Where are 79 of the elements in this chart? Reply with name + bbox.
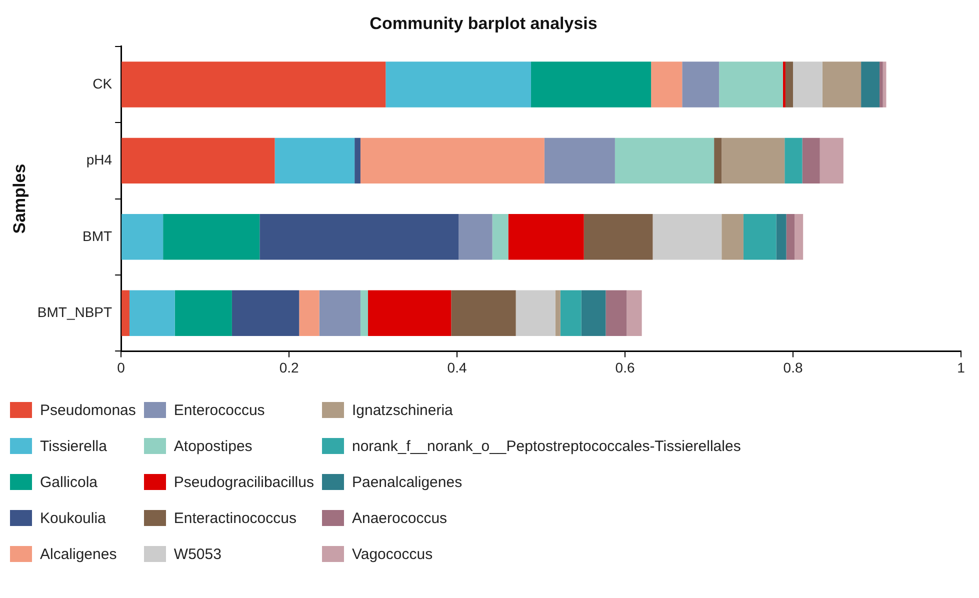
bar — [626, 290, 642, 336]
x-tick-label: 0.4 — [447, 359, 467, 376]
bar — [782, 62, 786, 108]
bar — [122, 214, 164, 260]
legend-label: Pseudomonas — [40, 402, 136, 418]
bar — [129, 290, 175, 336]
bar — [794, 214, 804, 260]
y-tick-label: BMT — [82, 228, 113, 244]
bar — [508, 214, 584, 260]
bar — [722, 138, 785, 184]
bar — [822, 62, 862, 108]
legend-label: Anaerococcus — [352, 510, 448, 526]
bar — [786, 214, 795, 260]
bar — [555, 290, 560, 336]
bar — [861, 62, 880, 108]
bar — [360, 290, 368, 336]
legend-label: Gallicola — [40, 474, 98, 490]
bar — [682, 62, 720, 108]
bar — [719, 62, 783, 108]
legend-label: Enterococcus — [174, 402, 265, 418]
bar — [651, 62, 682, 108]
bar — [163, 214, 260, 260]
bar — [614, 138, 714, 184]
bar — [451, 290, 516, 336]
legend-label: Alcaligenes — [40, 546, 117, 562]
bar — [880, 62, 883, 108]
bar — [820, 138, 844, 184]
bar — [882, 62, 886, 108]
bar — [492, 214, 508, 260]
legend-label: W5053 — [174, 546, 222, 562]
legend-label: Pseudogracilibacillus — [174, 474, 314, 490]
bar — [785, 62, 794, 108]
bar — [544, 138, 615, 184]
bar — [714, 138, 722, 184]
bar — [354, 138, 360, 184]
legend-label: Paenalcaligenes — [352, 474, 462, 490]
bar — [386, 62, 531, 108]
bar — [368, 290, 452, 336]
bar — [260, 214, 459, 260]
bar — [122, 290, 130, 336]
legend-label: Koukoulia — [40, 510, 106, 526]
bar — [516, 290, 556, 336]
legend-label: Vagococcus — [352, 546, 433, 562]
bar — [606, 290, 627, 336]
legend-label: Enteractinococcus — [174, 510, 296, 526]
bar — [319, 290, 360, 336]
bar — [776, 214, 786, 260]
legend-label: Atopostipes — [174, 438, 252, 454]
x-tick-label: 0.8 — [783, 359, 803, 376]
bar — [793, 62, 822, 108]
bar — [360, 138, 544, 184]
bar — [584, 214, 653, 260]
x-tick-label: 0.2 — [279, 359, 299, 376]
bar — [652, 214, 722, 260]
y-tick-label: CK — [92, 75, 113, 92]
bar — [722, 214, 744, 260]
x-tick-label: 0 — [117, 359, 126, 376]
chart-title: Community barplot analysis — [370, 14, 598, 33]
legend-label: Ignatzschineria — [352, 402, 453, 418]
bar — [299, 290, 320, 336]
bar — [784, 138, 802, 184]
bar — [743, 214, 776, 260]
bar — [530, 62, 652, 108]
x-tick-label: 1 — [957, 359, 966, 376]
x-tick-label: 0.6 — [615, 359, 635, 376]
bar — [174, 290, 232, 336]
legend-label: norank_f__norank_o__Peptostreptococcales-Tissierellales — [352, 438, 741, 454]
legend-label: Tissierella — [40, 438, 107, 454]
bar — [581, 290, 606, 336]
bar — [458, 214, 492, 260]
y-axis-title: Samples — [10, 164, 29, 234]
bar — [274, 138, 355, 184]
bar — [560, 290, 582, 336]
bar — [232, 290, 300, 336]
bar — [122, 62, 386, 108]
bar — [802, 138, 820, 184]
y-tick-label: BMT_NBPT — [37, 304, 113, 320]
y-tick-label: pH4 — [86, 152, 112, 168]
bar — [122, 138, 275, 184]
